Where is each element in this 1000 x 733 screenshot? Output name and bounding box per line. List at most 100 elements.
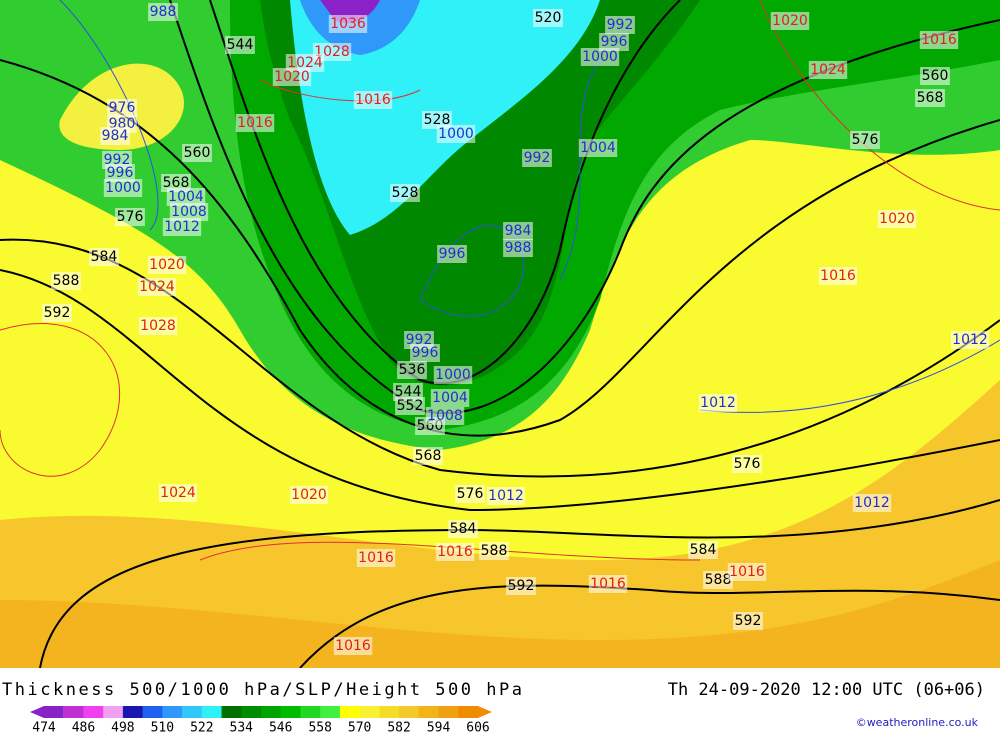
height-label: 576 [734, 456, 761, 472]
high-pressure-label: 1020 [149, 257, 185, 273]
low-pressure-label: 988 [150, 4, 177, 20]
label-box [437, 245, 467, 263]
label-box [166, 188, 206, 206]
label-box [503, 239, 533, 257]
low-pressure-label: 1000 [582, 49, 618, 65]
height-label: 568 [163, 175, 190, 191]
label-box [161, 174, 191, 192]
credit: ©weatheronline.co.uk [856, 716, 979, 729]
label-box [580, 48, 620, 66]
height-label: 528 [424, 112, 451, 128]
low-pressure-label: 1012 [488, 488, 524, 504]
low-pressure-label: 1012 [854, 495, 890, 511]
label-box [915, 89, 945, 107]
low-pressure-label: 996 [412, 345, 439, 361]
low-pressure-label: 996 [439, 246, 466, 262]
colorbar-tick-label: 546 [269, 721, 292, 733]
height-label: 560 [922, 68, 949, 84]
low-pressure-label: 1000 [438, 126, 474, 142]
height-label: 536 [399, 362, 426, 378]
label-box [727, 563, 767, 581]
low-pressure-label: 984 [102, 128, 129, 144]
height-label: 568 [917, 90, 944, 106]
low-pressure-label: 992 [524, 150, 551, 166]
label-box [920, 67, 950, 85]
colorbar-segment [399, 706, 420, 718]
label-box [578, 139, 618, 157]
colorbar-segment [418, 706, 440, 718]
label-box [919, 31, 959, 49]
label-box [353, 91, 393, 109]
colorbar-segment [103, 706, 124, 718]
high-pressure-label: 1020 [274, 69, 310, 85]
label-box [430, 389, 470, 407]
label-box [105, 164, 135, 182]
label-box [448, 520, 478, 538]
label-box [950, 331, 990, 349]
colorbar-tick-label: 582 [387, 721, 410, 733]
colorbar-segment [241, 706, 262, 718]
high-pressure-label: 1020 [879, 211, 915, 227]
colorbar-tick-label: 510 [151, 721, 174, 733]
label-box [503, 222, 533, 240]
label-box [89, 248, 119, 266]
label-box [425, 407, 465, 425]
high-pressure-label: 1024 [810, 62, 846, 78]
low-pressure-label: 1008 [427, 408, 463, 424]
colorbar-segment [320, 706, 341, 718]
label-box [395, 397, 425, 415]
label-box [850, 131, 880, 149]
low-pressure-label: 1012 [164, 219, 200, 235]
label-box [703, 571, 733, 589]
label-box [107, 99, 137, 117]
label-box [818, 267, 858, 285]
label-box [436, 125, 476, 143]
height-label: 592 [735, 613, 762, 629]
high-pressure-label: 1016 [335, 638, 371, 654]
label-box [455, 485, 485, 503]
label-box [433, 366, 473, 384]
label-box [182, 144, 212, 162]
high-pressure-label: 1016 [358, 550, 394, 566]
height-label: 552 [397, 398, 424, 414]
label-box [137, 278, 177, 296]
label-box [533, 9, 563, 27]
height-label: 584 [690, 542, 717, 558]
colorbar-segment [201, 706, 223, 718]
colorbar-segment [261, 706, 282, 718]
label-box [605, 16, 635, 34]
label-box [770, 12, 810, 30]
height-label: 560 [184, 145, 211, 161]
colorbar-segment [339, 706, 361, 718]
dark-orange-zone [0, 560, 1000, 668]
map-title: Thickness 500/1000 hPa/SLP/Height 500 hP… [2, 680, 522, 700]
label-box [103, 179, 143, 197]
colorbar-segment [122, 706, 144, 718]
high-isobars [0, 0, 1000, 561]
label-box [688, 541, 718, 559]
height-label: 588 [705, 572, 732, 588]
colorbar-tick-label: 498 [111, 721, 134, 733]
height-label: 592 [508, 578, 535, 594]
label-box [732, 455, 762, 473]
low-pressure-label: 1008 [171, 204, 207, 220]
colorbar-segment [300, 706, 321, 718]
orange-zone [0, 380, 1000, 668]
high-pressure-label: 1016 [590, 576, 626, 592]
label-box [486, 487, 526, 505]
colorbar-segment [359, 706, 380, 718]
label-box [599, 33, 629, 51]
low-pressure-label: 1000 [435, 367, 471, 383]
high-pressure-label: 1016 [921, 32, 957, 48]
label-box [158, 484, 198, 502]
high-pressure-label: 1020 [772, 13, 808, 29]
low-pressure-label: 996 [107, 165, 134, 181]
colorbar-segment [63, 706, 84, 718]
label-box [328, 15, 368, 33]
colorbar-tick-label: 558 [308, 721, 331, 733]
high-pressure-label: 1016 [437, 544, 473, 560]
height-label: 588 [53, 273, 80, 289]
label-box [390, 184, 420, 202]
label-box [42, 304, 72, 322]
